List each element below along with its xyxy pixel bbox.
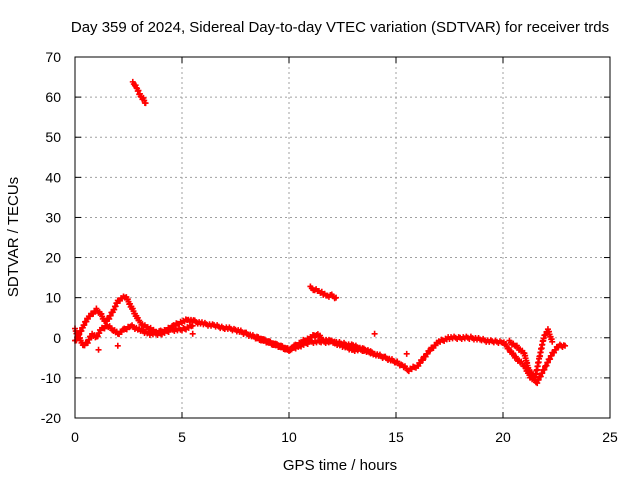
series-dip-branch bbox=[506, 326, 556, 381]
x-tick-label: 0 bbox=[71, 429, 79, 445]
series-arc-0100-0330 bbox=[129, 78, 149, 107]
y-tick-label: 30 bbox=[45, 209, 61, 225]
data-point bbox=[140, 326, 147, 333]
data-point bbox=[371, 350, 378, 357]
y-tick-label: 10 bbox=[45, 290, 61, 306]
x-tick-label: 15 bbox=[388, 429, 404, 445]
y-tick-label: 20 bbox=[45, 250, 61, 266]
data-point bbox=[549, 338, 556, 345]
x-axis-label: GPS time / hours bbox=[283, 457, 397, 474]
x-tick-label: 20 bbox=[495, 429, 511, 445]
y-tick-label: 50 bbox=[45, 129, 61, 145]
data-point bbox=[189, 322, 196, 329]
y-tick-label: 0 bbox=[53, 330, 61, 346]
x-tick-label: 10 bbox=[281, 429, 297, 445]
series-low-trace bbox=[253, 333, 378, 358]
series-scatter-dots bbox=[95, 326, 410, 357]
grid-lines bbox=[75, 57, 610, 418]
data-point bbox=[189, 330, 196, 337]
x-tick-label: 25 bbox=[602, 429, 618, 445]
series-secondary-trace bbox=[72, 322, 196, 349]
data-point bbox=[371, 330, 378, 337]
data-point bbox=[419, 357, 426, 364]
data-point bbox=[95, 346, 102, 353]
y-tick-label: 40 bbox=[45, 169, 61, 185]
data-point bbox=[403, 350, 410, 357]
x-tick-labels: 0 5 10 15 20 25 bbox=[71, 429, 618, 445]
data-point bbox=[333, 294, 340, 301]
y-tick-label: 60 bbox=[45, 89, 61, 105]
y-axis-label: SDTVAR / TECUs bbox=[5, 177, 22, 297]
chart-title: Day 359 of 2024, Sidereal Day-to-day VTE… bbox=[71, 19, 609, 36]
y-tick-label: 70 bbox=[45, 49, 61, 65]
plot-frame bbox=[74, 56, 611, 419]
axis-ticks bbox=[74, 56, 611, 419]
y-tick-label: -20 bbox=[41, 410, 61, 426]
data-point bbox=[142, 100, 149, 107]
x-tick-label: 5 bbox=[178, 429, 186, 445]
data-point bbox=[562, 342, 569, 349]
data-points bbox=[72, 78, 569, 387]
y-tick-label: -10 bbox=[41, 370, 61, 386]
series-arc-1100-1220 bbox=[307, 283, 340, 302]
data-point bbox=[114, 342, 121, 349]
y-tick-labels: -20 -10 0 10 20 30 40 50 60 70 bbox=[41, 49, 61, 426]
